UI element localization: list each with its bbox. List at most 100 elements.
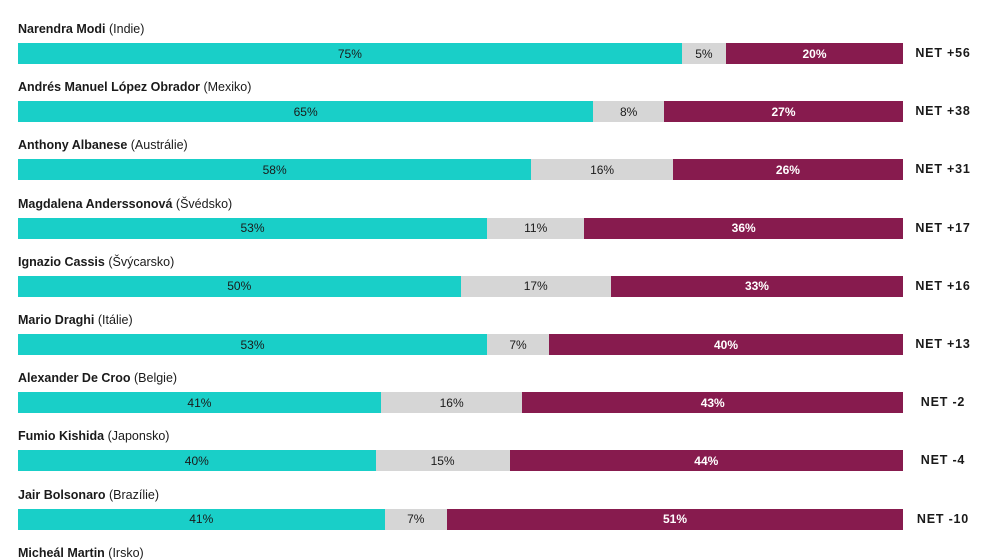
net-score: NET -10 bbox=[916, 511, 970, 526]
approve-value-label: 65% bbox=[293, 104, 318, 119]
approve-value-label: 53% bbox=[240, 221, 265, 236]
neutral-value-label: 17% bbox=[523, 279, 548, 294]
neutral-segment: 7% bbox=[384, 508, 448, 530]
row-label: Jair Bolsonaro (Brazílie) bbox=[18, 488, 159, 502]
approve-value-label: 58% bbox=[262, 162, 287, 177]
approve-segment: 40% bbox=[18, 450, 376, 472]
stacked-bar: 65% 8% 27% bbox=[18, 101, 903, 123]
stacked-bar: 53% 7% 40% bbox=[18, 334, 903, 355]
disapprove-value-label: 51% bbox=[663, 512, 688, 527]
approve-segment: 50% bbox=[18, 275, 461, 297]
net-score: NET -2 bbox=[920, 395, 966, 410]
neutral-value-label: 11% bbox=[524, 221, 548, 236]
net-score: NET +56 bbox=[915, 46, 971, 60]
net-score: NET +16 bbox=[915, 278, 971, 293]
approve-value-label: 40% bbox=[184, 453, 209, 468]
neutral-value-label: 16% bbox=[439, 395, 464, 410]
approve-segment: 65% bbox=[18, 101, 594, 123]
approve-value-label: 41% bbox=[189, 512, 214, 527]
leader-country: (Indie) bbox=[105, 22, 145, 36]
leader-country: (Japonsko) bbox=[104, 429, 170, 444]
neutral-value-label: 5% bbox=[695, 46, 713, 61]
leader-name: Fumio Kishida bbox=[18, 429, 105, 444]
approve-value-label: 53% bbox=[240, 337, 265, 352]
leader-country: (Belgie) bbox=[130, 371, 178, 386]
neutral-segment: 5% bbox=[681, 43, 726, 64]
neutral-segment: 16% bbox=[380, 392, 523, 414]
leader-name: Anthony Albanese bbox=[18, 138, 128, 153]
stacked-bar: 40% 15% 44% bbox=[18, 450, 903, 472]
stacked-bar: 75% 5% 20% bbox=[18, 43, 903, 64]
net-score: NET +17 bbox=[915, 220, 971, 235]
leader-country: (Švédsko) bbox=[172, 196, 233, 211]
leader-name: Narendra Modi bbox=[18, 22, 106, 36]
net-score: NET +38 bbox=[915, 104, 971, 119]
leader-name: Magdalena Anderssonová bbox=[18, 196, 173, 211]
approve-value-label: 50% bbox=[227, 279, 252, 294]
neutral-value-label: 8% bbox=[619, 104, 638, 119]
disapprove-segment: 43% bbox=[522, 392, 903, 414]
approve-value-label: 41% bbox=[187, 395, 212, 410]
approve-value-label: 75% bbox=[337, 46, 362, 61]
leader-name: Mario Draghi bbox=[18, 313, 95, 327]
disapprove-value-label: 40% bbox=[713, 337, 738, 352]
disapprove-value-label: 20% bbox=[802, 46, 827, 61]
disapprove-segment: 20% bbox=[726, 43, 903, 64]
approve-segment: 75% bbox=[18, 43, 682, 64]
disapprove-value-label: 43% bbox=[700, 395, 725, 410]
row-label: Ignazio Cassis (Švýcarsko) bbox=[18, 255, 174, 269]
leader-name: Ignazio Cassis bbox=[18, 254, 105, 269]
row-label: Fumio Kishida (Japonsko) bbox=[18, 429, 169, 443]
leader-country: (Irsko) bbox=[104, 545, 144, 560]
leader-name: Andrés Manuel López Obrador bbox=[18, 80, 200, 95]
disapprove-segment: 36% bbox=[584, 217, 903, 239]
disapprove-segment: 44% bbox=[509, 450, 903, 472]
stacked-bar: 50% 17% 33% bbox=[18, 275, 903, 297]
neutral-segment: 11% bbox=[487, 217, 585, 239]
leader-name: Micheál Martin bbox=[18, 545, 105, 560]
disapprove-value-label: 44% bbox=[694, 453, 719, 468]
row-label: Andrés Manuel López Obrador (Mexiko) bbox=[18, 80, 251, 94]
neutral-value-label: 15% bbox=[430, 453, 455, 468]
leader-country: (Mexiko) bbox=[199, 80, 252, 95]
approve-segment: 58% bbox=[18, 159, 532, 181]
disapprove-value-label: 27% bbox=[771, 104, 796, 119]
neutral-segment: 7% bbox=[487, 334, 549, 355]
row-label: Micheál Martin (Irsko) bbox=[18, 546, 144, 560]
leader-country: (Švýcarsko) bbox=[104, 254, 175, 269]
neutral-value-label: 7% bbox=[407, 512, 425, 527]
leader-name: Jair Bolsonaro bbox=[18, 487, 106, 502]
stacked-bar: 41% 7% 51% bbox=[18, 508, 903, 530]
approve-segment: 53% bbox=[18, 217, 488, 239]
disapprove-value-label: 33% bbox=[744, 279, 769, 294]
neutral-value-label: 16% bbox=[590, 162, 615, 177]
neutral-value-label: 7% bbox=[509, 337, 527, 352]
row-label: Anthony Albanese (Austrálie) bbox=[18, 138, 188, 152]
leader-country: (Austrálie) bbox=[127, 138, 188, 153]
disapprove-value-label: 26% bbox=[775, 162, 800, 177]
row-label: Mario Draghi (Itálie) bbox=[18, 313, 133, 327]
approve-segment: 53% bbox=[18, 334, 488, 355]
row-label: Alexander De Croo (Belgie) bbox=[18, 371, 177, 385]
disapprove-segment: 51% bbox=[447, 508, 903, 530]
approve-segment: 41% bbox=[18, 508, 385, 530]
leader-country: (Itálie) bbox=[94, 313, 133, 327]
disapprove-segment: 33% bbox=[610, 275, 903, 297]
leader-name: Alexander De Croo bbox=[18, 371, 131, 386]
row-label: Narendra Modi (Indie) bbox=[18, 22, 144, 36]
row-label: Magdalena Anderssonová (Švédsko) bbox=[18, 197, 232, 211]
disapprove-segment: 40% bbox=[548, 334, 903, 355]
disapprove-segment: 27% bbox=[664, 101, 903, 123]
disapprove-segment: 26% bbox=[672, 159, 903, 181]
disapprove-value-label: 36% bbox=[731, 221, 756, 236]
neutral-segment: 16% bbox=[531, 159, 673, 181]
net-score: NET -4 bbox=[920, 453, 966, 468]
approve-segment: 41% bbox=[18, 392, 381, 414]
stacked-bar: 58% 16% 26% bbox=[18, 159, 903, 181]
neutral-segment: 17% bbox=[460, 275, 611, 297]
leader-country: (Brazílie) bbox=[105, 487, 160, 502]
net-score: NET +13 bbox=[915, 337, 971, 351]
stacked-bar: 41% 16% 43% bbox=[18, 392, 903, 414]
neutral-segment: 8% bbox=[593, 101, 665, 123]
